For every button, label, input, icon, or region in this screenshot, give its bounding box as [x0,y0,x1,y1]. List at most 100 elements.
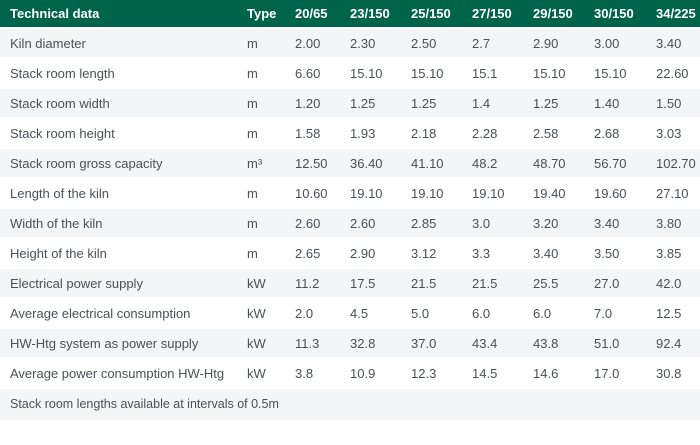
cell-value: 15.1 [462,58,523,88]
cell-value: 102.70 [646,148,700,178]
cell-value: 15.10 [401,58,462,88]
row-unit: m [237,238,285,268]
cell-value: 3.80 [646,208,700,238]
cell-value: 1.93 [340,118,401,148]
cell-value: 32.8 [340,328,401,358]
cell-value: 3.3 [462,238,523,268]
row-label: Average electrical consumption [0,298,237,328]
cell-value: 2.85 [401,208,462,238]
cell-value: 2.0 [285,298,340,328]
row-label: Average power consumption HW-Htg [0,358,237,388]
cell-value: 2.28 [462,118,523,148]
row-unit: kW [237,268,285,298]
cell-value: 15.10 [340,58,401,88]
cell-value: 7.0 [584,298,646,328]
row-label: Length of the kiln [0,178,237,208]
cell-value: 3.40 [523,238,584,268]
cell-value: 27.10 [646,178,700,208]
row-label: Height of the kiln [0,238,237,268]
cell-value: 22.60 [646,58,700,88]
cell-value: 36.40 [340,148,401,178]
cell-value: 2.50 [401,28,462,58]
cell-value: 3.00 [584,28,646,58]
table-header-row: Technical data Type 20/65 23/150 25/150 … [0,0,700,29]
row-unit: m [237,118,285,148]
cell-value: 2.60 [285,208,340,238]
row-unit: m [237,208,285,238]
cell-value: 19.10 [340,178,401,208]
cell-value: 6.0 [523,298,584,328]
cell-value: 17.0 [584,358,646,388]
row-unit: kW [237,358,285,388]
cell-value: 1.25 [340,88,401,118]
table-row: Stack room gross capacity m³ 12.50 36.40 41.… [0,148,700,178]
row-label: HW-Htg system as power supply [0,328,237,358]
cell-value: 41.10 [401,148,462,178]
cell-value: 17.5 [340,268,401,298]
column-header-technical-data: Technical data [0,0,237,29]
row-label: Stack room gross capacity [0,148,237,178]
cell-value: 10.9 [340,358,401,388]
cell-value: 1.25 [401,88,462,118]
cell-value: 3.20 [523,208,584,238]
cell-value: 2.68 [584,118,646,148]
cell-value: 2.58 [523,118,584,148]
cell-value: 2.60 [340,208,401,238]
cell-value: 15.10 [523,58,584,88]
row-label: Stack room height [0,118,237,148]
table-row: Kiln diameter m 2.00 2.30 2.50 2.7 2.90 3.00 3.4… [0,28,700,58]
cell-value: 2.00 [285,28,340,58]
cell-value: 30.8 [646,358,700,388]
cell-value: 6.0 [462,298,523,328]
cell-value: 2.65 [285,238,340,268]
cell-value: 92.4 [646,328,700,358]
row-label: Stack room width [0,88,237,118]
row-unit: m [237,178,285,208]
cell-value: 56.70 [584,148,646,178]
column-header-type: Type [237,0,285,29]
cell-value: 43.8 [523,328,584,358]
table-row: Length of the kiln m 10.60 19.10 19.10 19.10 1… [0,178,700,208]
table-row: Height of the kiln m 2.65 2.90 3.12 3.3 3.40 3.… [0,238,700,268]
row-label: Width of the kiln [0,208,237,238]
cell-value: 3.40 [584,208,646,238]
technical-data-table: Technical data Type 20/65 23/150 25/150 … [0,0,700,388]
table-row: Average electrical consumption kW 2.0 4.5 5.… [0,298,700,328]
cell-value: 12.5 [646,298,700,328]
cell-value: 3.12 [401,238,462,268]
cell-value: 19.40 [523,178,584,208]
cell-value: 25.5 [523,268,584,298]
cell-value: 3.40 [646,28,700,58]
cell-value: 19.60 [584,178,646,208]
cell-value: 48.2 [462,148,523,178]
cell-value: 3.50 [584,238,646,268]
cell-value: 3.0 [462,208,523,238]
column-header-model: 20/65 [285,0,340,29]
cell-value: 10.60 [285,178,340,208]
row-unit: m³ [237,148,285,178]
row-label: Electrical power supply [0,268,237,298]
cell-value: 42.0 [646,268,700,298]
cell-value: 2.90 [523,28,584,58]
cell-value: 3.8 [285,358,340,388]
cell-value: 1.58 [285,118,340,148]
column-header-model: 25/150 [401,0,462,29]
column-header-model: 29/150 [523,0,584,29]
row-unit: m [237,88,285,118]
row-unit: kW [237,328,285,358]
row-label: Kiln diameter [0,28,237,58]
cell-value: 27.0 [584,268,646,298]
cell-value: 2.30 [340,28,401,58]
cell-value: 1.4 [462,88,523,118]
cell-value: 21.5 [401,268,462,298]
cell-value: 48.70 [523,148,584,178]
table-row: Stack room length m 6.60 15.10 15.10 15.1 15.1… [0,58,700,88]
cell-value: 2.90 [340,238,401,268]
column-header-model: 34/225 [646,0,700,29]
cell-value: 37.0 [401,328,462,358]
cell-value: 1.50 [646,88,700,118]
cell-value: 12.50 [285,148,340,178]
row-unit: m [237,28,285,58]
cell-value: 3.03 [646,118,700,148]
